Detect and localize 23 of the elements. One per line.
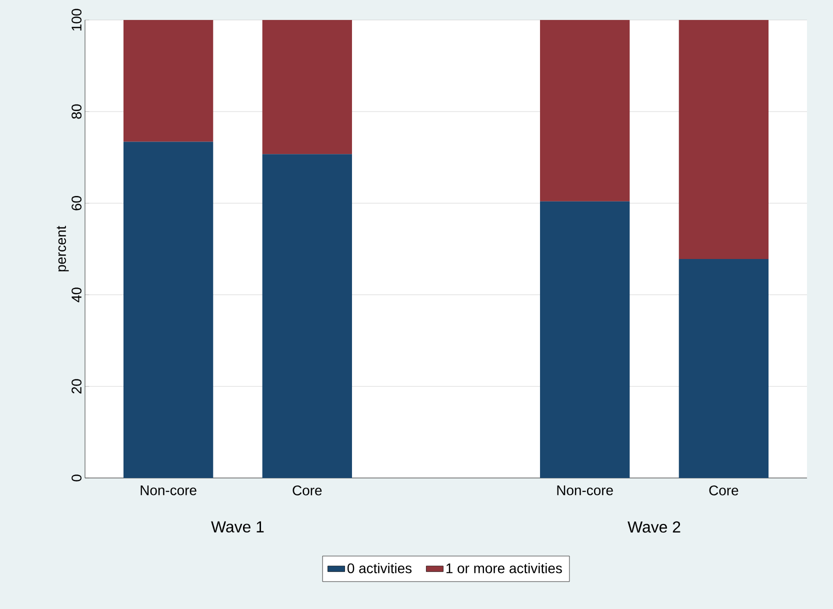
bar: [678, 259, 769, 478]
x-tick-label: Non-core: [140, 485, 196, 496]
y-axis-title: percent: [56, 226, 69, 272]
bar: [262, 20, 352, 154]
legend-label: 1 or more activities: [446, 563, 562, 574]
x-tick-label: Non-core: [557, 485, 613, 496]
y-tick-label: 60: [72, 196, 82, 210]
bar: [540, 20, 630, 202]
bar: [123, 142, 214, 478]
y-tick-label: 100: [72, 8, 82, 31]
y-tick-label: 80: [72, 104, 82, 119]
legend-label: 0 activities: [348, 563, 412, 574]
bar: [678, 20, 769, 260]
text: Wave 2: [628, 521, 680, 533]
y-tick-label: 20: [72, 379, 82, 394]
bar: [262, 154, 352, 478]
y-tick-label: 0: [72, 474, 82, 482]
x-tick-label: Core: [292, 485, 322, 496]
x-tick-label: Core: [709, 485, 738, 496]
text: Wave 1: [211, 521, 264, 532]
bar: [540, 201, 630, 478]
y-tick-label: 40: [72, 288, 82, 302]
bar: [123, 20, 214, 142]
